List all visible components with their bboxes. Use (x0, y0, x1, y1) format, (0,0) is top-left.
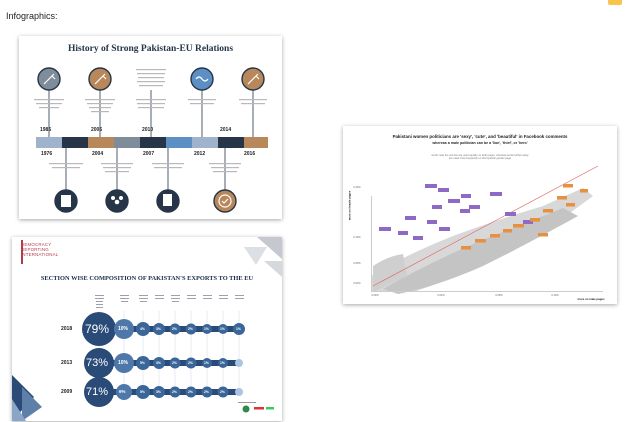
share-cell: 5% (140, 390, 145, 394)
share-cell: 2% (172, 361, 177, 365)
scatter-plot (371, 165, 603, 294)
y-tick: 0.10% (353, 236, 361, 239)
share-cell: 1% (220, 327, 225, 331)
share-cell: 4% (140, 327, 145, 331)
page-heading: Infographics: (6, 11, 58, 21)
org-name-line2: REPORTING (21, 247, 49, 252)
share-cell: 2% (204, 390, 209, 394)
year-label: 1985 (40, 127, 52, 133)
infographic-title: History of Strong Pakistan-EU Relations (67, 44, 234, 54)
share-cell: 2% (188, 327, 193, 331)
year-label: 2016 (244, 151, 256, 157)
year-label: 2010 (142, 127, 154, 133)
x-tick: 0.10% (551, 294, 559, 297)
share-cell: 2% (220, 390, 225, 394)
main-share: 73% (86, 357, 109, 369)
share-cell: 1% (204, 361, 209, 365)
timeline-graphic (34, 67, 268, 213)
x-axis-label: more on male pages (577, 297, 605, 301)
share-cell: 1% (236, 327, 241, 331)
year-label: 2006 (91, 127, 103, 133)
y-tick: 0.05% (353, 262, 361, 265)
exports-infographic[interactable]: DEMOCRACY REPORTING INTERNATIONAL (12, 237, 282, 421)
pak-eu-infographic[interactable]: History of Strong Pakistan-EU Relations (19, 36, 282, 219)
scatter-description: words near the red line are used equally… (343, 154, 617, 160)
main-share: 79% (85, 322, 110, 336)
scatter-description-line2: are used more frequently on that specifi… (448, 157, 512, 160)
y-tick: 0.20% (353, 186, 361, 189)
share-cell: 6% (119, 389, 126, 394)
x-tick: 0.05% (495, 294, 503, 297)
share-cell: 10% (118, 360, 129, 366)
org-logo: DEMOCRACY REPORTING INTERNATIONAL (21, 242, 58, 257)
year-label: 2007 (143, 151, 155, 157)
share-cell: 2% (188, 361, 193, 365)
year-label: 2012 (194, 151, 206, 157)
org-name-line1: DEMOCRACY (21, 242, 52, 247)
x-tick: 0.02% (437, 294, 445, 297)
year-label: 1976 (41, 151, 53, 157)
y-tick: 0.02% (353, 282, 361, 285)
exports-graphic (12, 237, 282, 421)
exports-title: SECTION WISE COMPOSITION OF PAKISTAN'S E… (40, 275, 254, 282)
year-label: 2014 (220, 127, 232, 133)
row-year: 2009 (61, 389, 73, 395)
main-share: 71% (86, 386, 109, 398)
scatter-description-line1: words near the red line are used equally… (431, 154, 529, 157)
row-year: 2013 (61, 360, 73, 366)
share-cell: 5% (140, 361, 145, 365)
share-cell: 1% (204, 327, 209, 331)
share-cell: 1% (220, 361, 225, 365)
politicians-scatter-infographic[interactable]: Pakistani women politicians are 'sexy', … (343, 126, 617, 304)
row-year: 2018 (61, 326, 73, 332)
share-cell: 2% (188, 390, 193, 394)
share-cell: 10% (118, 326, 129, 332)
share-cell: 2% (172, 390, 177, 394)
share-cell: 3% (156, 361, 161, 365)
y-axis-label: more on female pages (347, 190, 352, 221)
year-label: 2004 (92, 151, 104, 157)
x-tick: 0.00% (371, 294, 379, 297)
top-accent-badge (608, 0, 622, 5)
share-cell: 3% (156, 327, 161, 331)
scatter-subtitle: whereas a male politician can be a 'lion… (432, 141, 528, 145)
share-cell: 3% (156, 390, 161, 394)
org-name-line3: INTERNATIONAL (21, 252, 59, 257)
scatter-title: Pakistani women politicians are 'sexy', … (392, 134, 568, 139)
share-cell: 2% (172, 327, 177, 331)
